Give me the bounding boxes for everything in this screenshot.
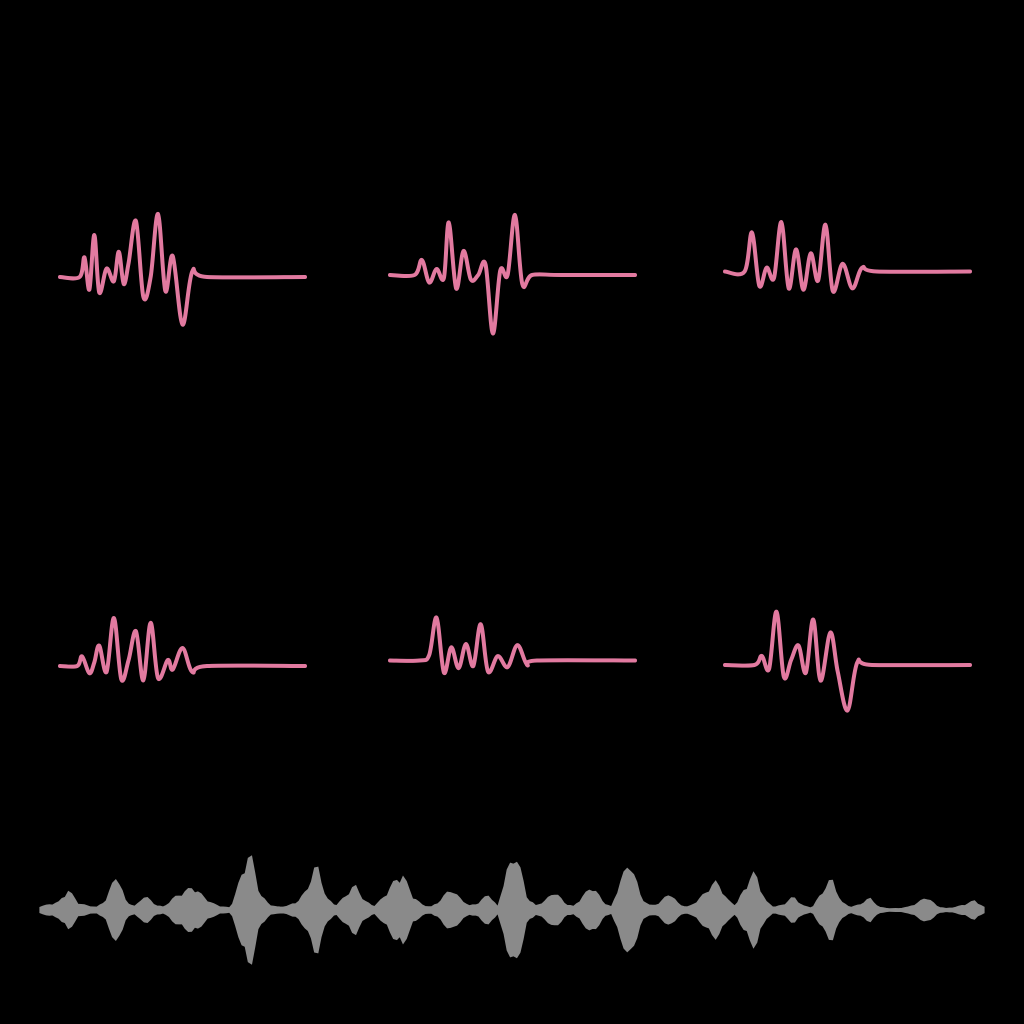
waveform-canvas [0,0,1024,1024]
